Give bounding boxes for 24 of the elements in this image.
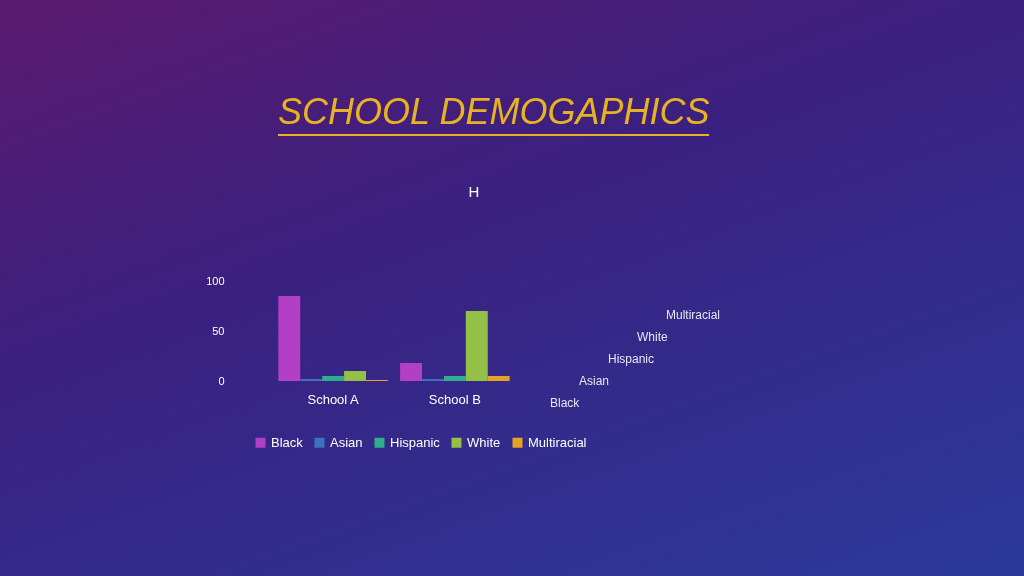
text: Asian	[579, 374, 610, 388]
legend-label: White	[467, 434, 501, 450]
x-tick-label: School A	[307, 391, 360, 407]
y-tick-label: 100	[206, 274, 225, 287]
bar	[443, 376, 466, 381]
text: Multiracial	[666, 308, 721, 322]
bar	[278, 296, 301, 381]
bar	[487, 376, 510, 381]
text: White	[637, 330, 668, 344]
legend-label: Multiracial	[528, 434, 587, 450]
legend-label: Asian	[330, 434, 363, 450]
text: Hispanic	[608, 352, 655, 366]
chart-title: SCHOOL DEMOGAPHICS	[278, 90, 710, 136]
text: Black	[550, 396, 580, 410]
legend-label: Black	[271, 434, 304, 450]
x-tick-label: School B	[428, 391, 481, 407]
chart-subtitle: H	[468, 183, 480, 200]
y-tick-label: 50	[212, 324, 225, 337]
y-tick-label: 0	[218, 374, 225, 387]
bar	[322, 376, 345, 381]
bar	[465, 311, 488, 381]
bar	[344, 371, 366, 381]
bar	[400, 363, 422, 381]
legend-label: Hispanic	[390, 434, 441, 450]
